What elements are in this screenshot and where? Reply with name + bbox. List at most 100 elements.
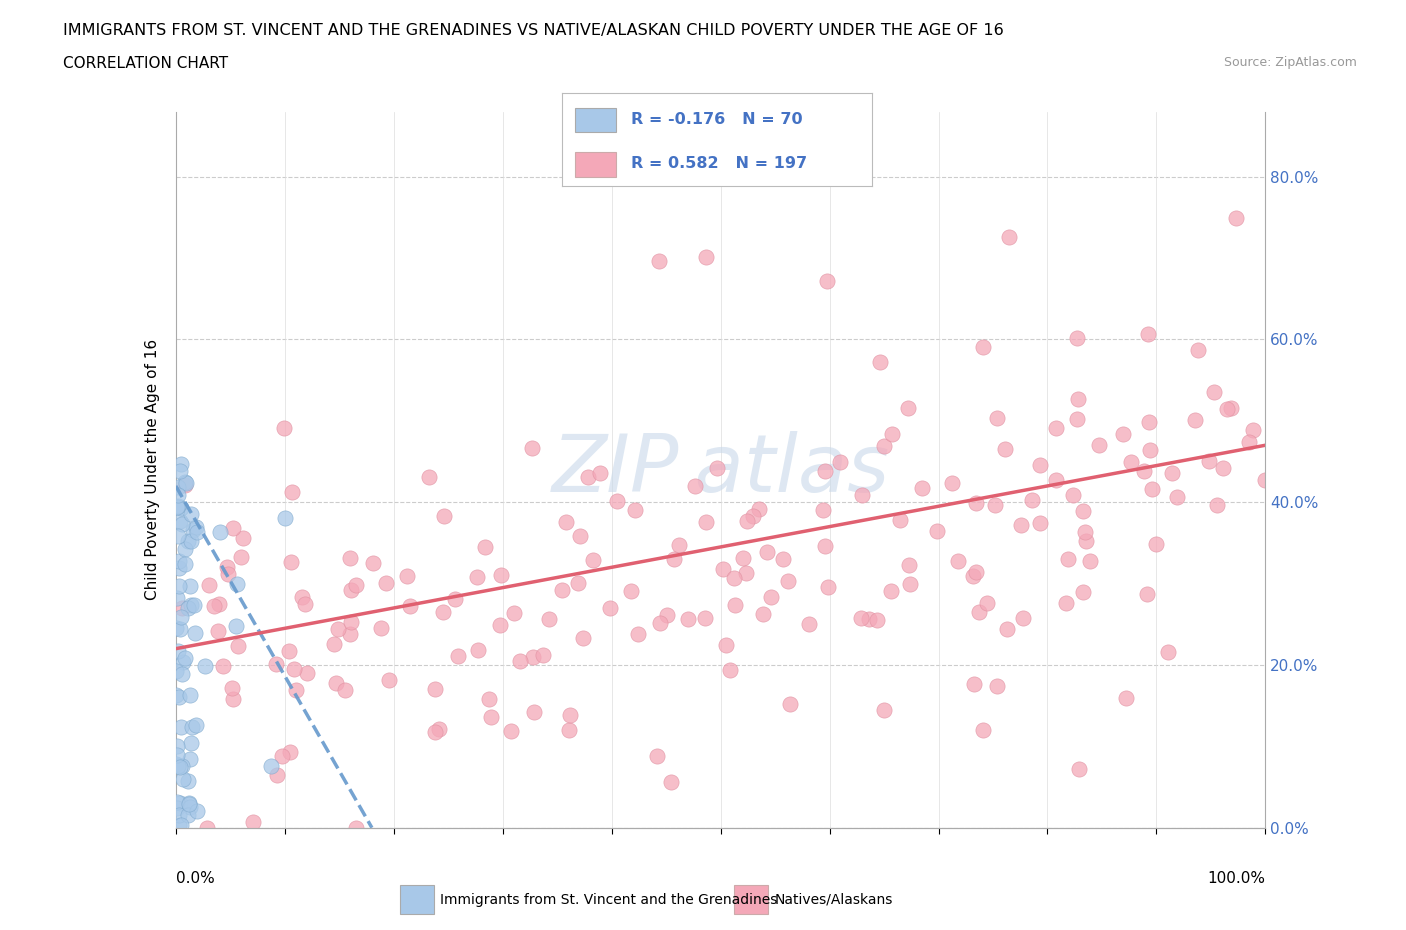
Point bbox=[1057, 551, 1080, 566]
Point bbox=[1198, 454, 1220, 469]
Point bbox=[180, 534, 202, 549]
Point bbox=[221, 681, 243, 696]
Point bbox=[395, 568, 418, 583]
Text: R = 0.582   N = 197: R = 0.582 N = 197 bbox=[631, 156, 807, 171]
Point bbox=[169, 796, 191, 811]
Point bbox=[748, 501, 770, 516]
Point bbox=[880, 584, 903, 599]
Point bbox=[170, 601, 193, 616]
Point bbox=[172, 655, 194, 670]
Point bbox=[873, 439, 896, 454]
Point bbox=[1021, 493, 1043, 508]
Point bbox=[166, 591, 188, 605]
Text: 100.0%: 100.0% bbox=[1208, 871, 1265, 886]
Point bbox=[986, 678, 1008, 693]
Text: ZIP atlas: ZIP atlas bbox=[551, 431, 890, 509]
Point bbox=[166, 748, 188, 763]
Point bbox=[222, 521, 245, 536]
Bar bbox=[575, 108, 616, 132]
Point bbox=[1066, 412, 1088, 427]
Point bbox=[581, 552, 603, 567]
Point bbox=[333, 683, 356, 698]
Point bbox=[165, 757, 187, 772]
Point bbox=[177, 534, 200, 549]
Point bbox=[167, 528, 190, 543]
Point bbox=[478, 692, 501, 707]
Point bbox=[1137, 326, 1160, 341]
Point bbox=[165, 688, 187, 703]
Point bbox=[166, 795, 188, 810]
Point bbox=[962, 569, 984, 584]
Point bbox=[479, 709, 502, 724]
Point bbox=[1066, 331, 1088, 346]
Point bbox=[1205, 498, 1227, 512]
Point bbox=[423, 682, 446, 697]
Text: Source: ZipAtlas.com: Source: ZipAtlas.com bbox=[1223, 56, 1357, 69]
Point bbox=[166, 758, 188, 773]
Point bbox=[229, 550, 252, 565]
Point bbox=[423, 724, 446, 739]
Point bbox=[965, 496, 987, 511]
Point bbox=[683, 479, 706, 494]
Point bbox=[650, 616, 672, 631]
Point bbox=[897, 558, 920, 573]
Point bbox=[173, 475, 195, 490]
Point bbox=[718, 662, 741, 677]
Point bbox=[1144, 537, 1167, 551]
Point bbox=[1054, 595, 1077, 610]
Point bbox=[242, 815, 264, 830]
Point bbox=[645, 749, 668, 764]
Text: CORRELATION CHART: CORRELATION CHART bbox=[63, 56, 228, 71]
Point bbox=[967, 604, 990, 619]
Point bbox=[1119, 455, 1142, 470]
Point bbox=[186, 525, 208, 539]
Point bbox=[180, 597, 202, 612]
Point bbox=[538, 612, 561, 627]
Point bbox=[1078, 553, 1101, 568]
Point bbox=[167, 644, 190, 658]
Point bbox=[446, 649, 468, 664]
Point bbox=[264, 657, 287, 671]
Point bbox=[323, 636, 346, 651]
Point bbox=[657, 607, 679, 622]
Text: 0.0%: 0.0% bbox=[176, 871, 215, 886]
Point bbox=[172, 772, 194, 787]
Point bbox=[294, 596, 316, 611]
Point bbox=[828, 455, 851, 470]
Point bbox=[167, 808, 190, 823]
Point bbox=[266, 768, 288, 783]
Point bbox=[986, 410, 1008, 425]
Point bbox=[1225, 211, 1247, 226]
Point bbox=[1241, 422, 1264, 437]
Point bbox=[849, 166, 872, 181]
Point bbox=[695, 515, 717, 530]
Point bbox=[1253, 472, 1275, 487]
Point bbox=[668, 538, 690, 552]
Point bbox=[179, 579, 201, 594]
Point bbox=[567, 576, 589, 591]
Point bbox=[280, 555, 302, 570]
Point bbox=[226, 577, 249, 591]
Y-axis label: Child Poverty Under the Age of 16: Child Poverty Under the Age of 16 bbox=[145, 339, 160, 600]
Point bbox=[344, 820, 367, 835]
Point bbox=[814, 463, 837, 478]
Point bbox=[756, 545, 779, 560]
Point bbox=[398, 599, 420, 614]
Point bbox=[1166, 490, 1188, 505]
Point bbox=[815, 273, 838, 288]
Point bbox=[177, 796, 200, 811]
Point bbox=[180, 736, 202, 751]
Point bbox=[432, 605, 454, 620]
Point bbox=[1045, 421, 1067, 436]
Point bbox=[735, 514, 758, 529]
Point bbox=[467, 643, 489, 658]
Point bbox=[174, 478, 197, 493]
Point bbox=[489, 618, 512, 632]
Point bbox=[1137, 415, 1160, 430]
Point bbox=[972, 723, 994, 737]
Point bbox=[551, 582, 574, 597]
Point bbox=[1187, 342, 1209, 357]
Bar bbox=[734, 885, 768, 914]
Point bbox=[172, 758, 194, 773]
Point bbox=[167, 487, 190, 502]
